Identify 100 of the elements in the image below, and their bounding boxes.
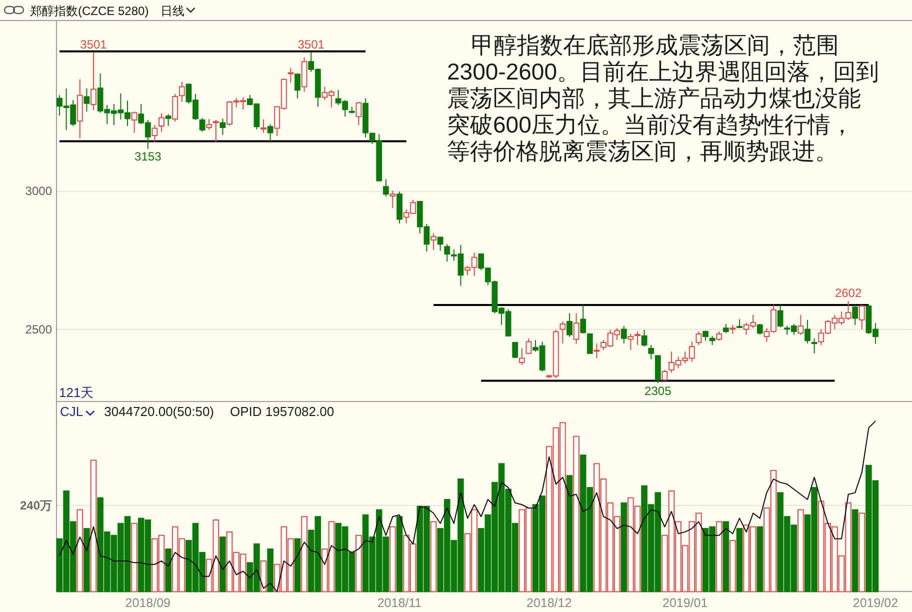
annotation: 突破600压力位。当前没有趋势性行情， <box>447 112 854 138</box>
candlestick <box>206 118 212 130</box>
candlestick <box>362 98 368 138</box>
text: OPID 1957082.00 <box>230 404 334 419</box>
x-tick-label: 2019/02 <box>852 596 898 610</box>
bar <box>858 512 866 592</box>
candlestick <box>518 348 525 366</box>
x-tick-label: 2019/01 <box>662 596 708 610</box>
bar <box>356 534 362 592</box>
candlestick <box>158 112 164 132</box>
bar <box>294 538 301 592</box>
x-tick-label: 2018/09 <box>125 596 171 610</box>
bar <box>220 536 226 592</box>
candlestick <box>212 119 219 142</box>
bar <box>798 509 804 592</box>
candlestick <box>444 244 450 262</box>
candlestick <box>654 354 661 384</box>
bar <box>730 540 736 592</box>
bar <box>390 526 396 592</box>
candlestick <box>730 324 736 334</box>
text: 3044720.00(50:50) <box>104 404 214 419</box>
candlestick <box>430 232 436 250</box>
candlestick <box>131 111 138 134</box>
candlestick <box>390 190 396 209</box>
candlestick <box>594 342 600 359</box>
annotation: 3501 <box>298 38 325 52</box>
candlestick <box>634 330 640 346</box>
candlestick <box>294 73 300 99</box>
bar <box>76 509 84 592</box>
candlestick <box>858 304 865 330</box>
bar <box>165 548 172 592</box>
ref-line-label: 240万 <box>20 498 52 512</box>
annotation: 121天 <box>59 385 94 400</box>
candlestick <box>152 124 158 143</box>
candlestick <box>756 323 763 336</box>
candlestick <box>526 338 532 355</box>
candlestick <box>84 88 90 112</box>
y-tick-label: 3000 <box>25 184 52 198</box>
candlestick <box>716 330 722 342</box>
x-tick-label: 2018/11 <box>377 596 422 610</box>
candlestick <box>722 324 729 334</box>
candlestick <box>580 304 586 334</box>
candlestick <box>648 344 654 360</box>
annotation: 3501 <box>80 38 108 52</box>
bar <box>722 521 730 592</box>
candlestick <box>586 332 593 354</box>
candlestick <box>172 93 178 122</box>
candlestick <box>709 335 716 346</box>
bar <box>852 509 858 592</box>
annotation: 2300-2600。目前在上边界遇阻回落，回到 <box>447 58 879 84</box>
candlestick <box>199 118 206 132</box>
candlestick <box>852 304 858 326</box>
bar <box>756 526 764 592</box>
candlestick <box>260 118 266 134</box>
candlestick <box>736 318 742 329</box>
candlestick <box>437 236 444 252</box>
candlestick <box>512 342 518 359</box>
candlestick <box>804 319 810 344</box>
chart-subtitle: 日线 <box>160 4 185 18</box>
candlestick <box>696 330 702 346</box>
candlestick <box>798 314 804 336</box>
annotation: 2305 <box>644 384 672 398</box>
text: CJL <box>60 404 84 419</box>
bar <box>90 460 97 592</box>
candlestick <box>777 304 784 328</box>
candlestick <box>620 325 627 344</box>
bar <box>267 548 274 592</box>
bar <box>301 516 308 592</box>
bar <box>566 475 573 592</box>
candlestick <box>382 178 389 198</box>
candlestick <box>560 321 566 344</box>
candlestick <box>220 118 226 136</box>
candlestick <box>702 330 708 342</box>
annotation: 等待价格脱离震荡区间，再顺势跟进。 <box>447 138 838 164</box>
bar <box>84 528 90 592</box>
bar <box>396 516 403 592</box>
candlestick <box>267 124 274 144</box>
candlestick <box>90 52 96 111</box>
candlestick <box>566 312 572 338</box>
annotation: 2602 <box>834 286 862 300</box>
bar <box>430 521 437 592</box>
annotation: 3153 <box>134 150 162 164</box>
bar <box>620 502 628 592</box>
annotation: 震荡区间内部，其上游产品动力煤也没能 <box>447 85 861 111</box>
candlestick <box>288 67 294 84</box>
bar <box>716 521 722 592</box>
candlestick <box>348 106 355 114</box>
candlestick <box>301 56 308 92</box>
bar <box>131 522 138 592</box>
candlestick <box>811 338 818 354</box>
candlestick <box>76 78 83 139</box>
bar <box>736 528 743 592</box>
candlestick <box>178 81 185 102</box>
candlestick <box>396 191 402 224</box>
candlestick <box>641 329 648 348</box>
annotation: 甲醇指数在底部形成震荡区间，范围 <box>471 32 839 58</box>
candlestick <box>662 369 668 382</box>
candlestick <box>356 101 362 126</box>
y-tick-label: 2500 <box>25 322 52 336</box>
x-tick-label: 2018/12 <box>526 596 572 610</box>
